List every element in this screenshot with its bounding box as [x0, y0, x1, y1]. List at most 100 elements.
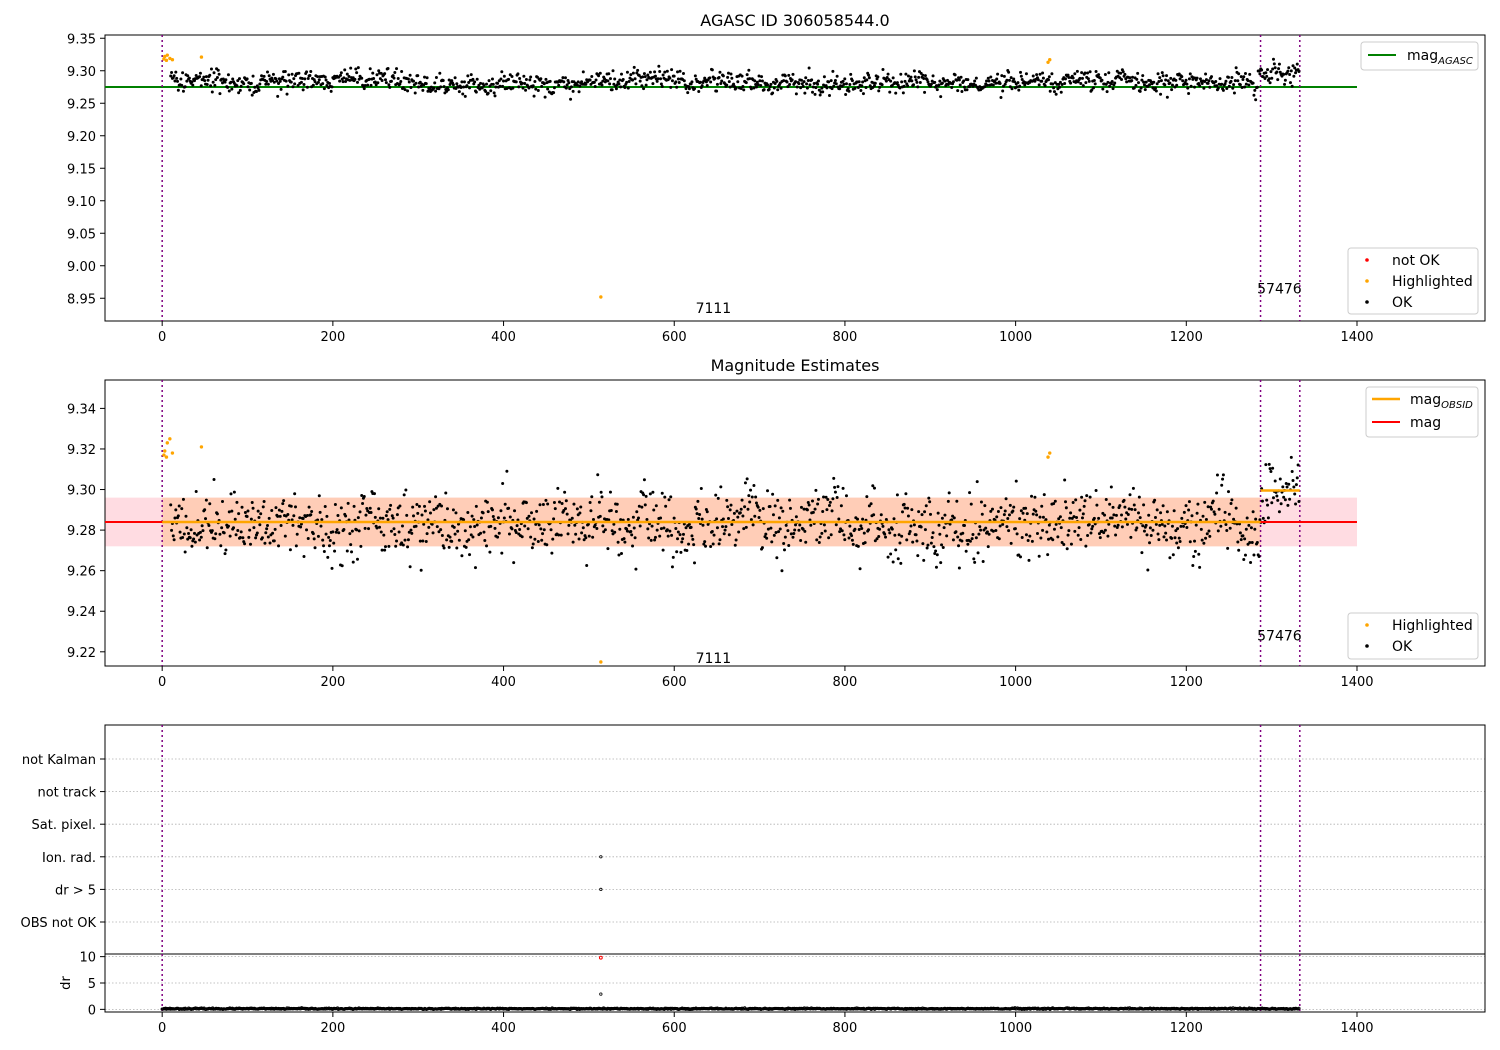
ok-point	[1132, 503, 1136, 507]
ok-point	[1116, 523, 1120, 527]
ok-point	[1031, 512, 1035, 516]
ok-point	[960, 539, 964, 543]
ok-point	[390, 514, 394, 518]
ok-point	[376, 81, 380, 85]
ok-point	[256, 86, 260, 90]
ok-point	[1297, 69, 1301, 73]
ok-point	[1103, 513, 1107, 517]
ok-point	[1010, 87, 1014, 91]
ok-point	[198, 530, 202, 534]
agasc-magnitude-panel: AGASC ID 306058544.00 200 400 600 800 1000 120…	[67, 11, 1486, 345]
ok-point	[678, 533, 682, 537]
ok-point	[853, 86, 857, 90]
ok-point	[653, 70, 657, 74]
ok-point	[265, 79, 269, 83]
ok-point	[1185, 525, 1189, 529]
ok-point	[348, 78, 352, 82]
ok-point	[520, 81, 524, 85]
ok-point	[787, 543, 791, 547]
ok-point	[1223, 82, 1227, 86]
ok-point	[811, 85, 815, 89]
ok-point	[1232, 517, 1236, 521]
ok-point	[1223, 510, 1227, 514]
ok-point	[542, 82, 546, 86]
ok-point	[578, 511, 582, 515]
x-tick-label: 200	[320, 675, 345, 690]
ok-point	[933, 80, 937, 84]
ok-point	[204, 498, 208, 502]
ok-point	[956, 535, 960, 539]
ok-point	[867, 504, 871, 508]
ok-point	[764, 532, 768, 536]
ok-point	[433, 81, 437, 85]
ok-point	[467, 80, 471, 84]
ok-point	[330, 566, 334, 570]
ok-point	[303, 77, 307, 81]
ok-point	[1015, 532, 1019, 536]
ok-point	[1204, 518, 1208, 522]
ok-point	[732, 82, 736, 86]
ok-point	[736, 80, 740, 84]
ok-point	[861, 80, 865, 84]
ok-point	[1111, 87, 1115, 91]
ok-point	[802, 507, 806, 511]
x-tick-label: 200	[320, 1021, 345, 1036]
ok-point	[636, 68, 640, 72]
ok-point	[1161, 504, 1165, 508]
ok-point	[181, 71, 185, 75]
ok-point	[412, 514, 416, 518]
ok-point	[1215, 473, 1219, 477]
ok-point	[416, 511, 420, 515]
ok-point	[1130, 507, 1134, 511]
ok-point	[658, 534, 662, 538]
ok-point	[972, 557, 976, 561]
ok-point	[337, 531, 341, 535]
ok-point	[1083, 499, 1087, 503]
ok-point	[1125, 80, 1129, 84]
ok-point	[717, 542, 721, 546]
ok-point	[824, 84, 828, 88]
ok-point	[1120, 513, 1124, 517]
ok-point	[1146, 568, 1150, 572]
ok-point	[453, 76, 457, 80]
ok-point	[598, 71, 602, 75]
ok-point	[829, 533, 833, 537]
x-tick-label: 800	[833, 1021, 858, 1036]
ok-point	[383, 78, 387, 82]
highlighted-point	[163, 54, 167, 59]
ok-point	[237, 91, 241, 95]
ok-point	[610, 529, 614, 533]
ok-point	[1041, 515, 1045, 519]
ok-point	[613, 77, 617, 81]
ok-point	[378, 525, 382, 529]
ok-point	[489, 524, 493, 528]
ok-point	[926, 543, 930, 547]
ok-point	[1170, 524, 1174, 528]
ok-point	[950, 518, 954, 522]
ok-point	[1292, 74, 1296, 78]
ok-point	[271, 531, 275, 535]
ok-point	[1250, 540, 1254, 544]
ok-point	[681, 72, 685, 76]
ok-point	[821, 510, 825, 514]
ok-point	[1234, 66, 1238, 70]
ok-point	[1266, 503, 1270, 507]
ok-point	[902, 84, 906, 88]
ok-point	[619, 72, 623, 76]
ok-point	[1208, 85, 1212, 89]
ok-point	[294, 544, 298, 548]
ok-point	[728, 85, 732, 89]
ok-point	[1092, 86, 1096, 90]
ok-point	[255, 531, 259, 535]
ok-point	[575, 83, 579, 87]
ok-point	[700, 84, 704, 88]
ok-point	[1166, 79, 1170, 83]
ok-point	[306, 77, 310, 81]
ok-point	[879, 513, 883, 517]
ok-point	[1025, 512, 1029, 516]
ok-point	[790, 78, 794, 82]
ok-point	[686, 91, 690, 95]
ok-point	[827, 504, 831, 508]
y-tick-label: 10	[79, 951, 96, 966]
ok-point	[358, 510, 362, 514]
